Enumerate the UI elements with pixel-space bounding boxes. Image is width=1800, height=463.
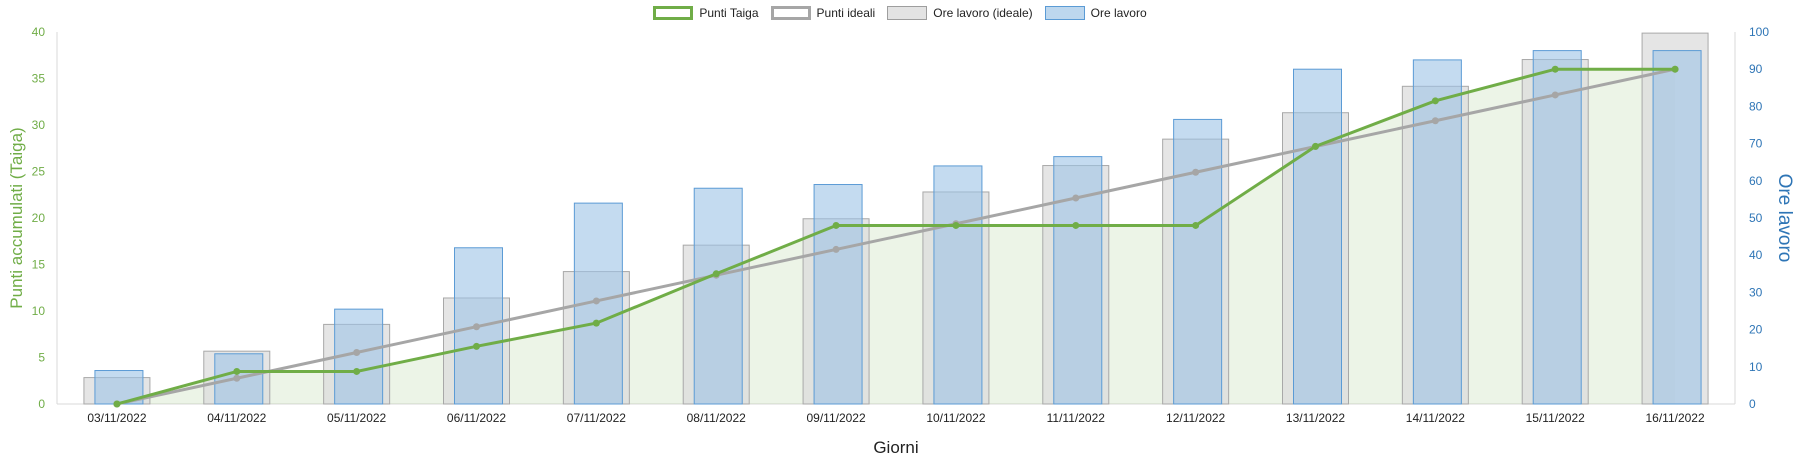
x-tick-label: 13/11/2022 — [1286, 411, 1345, 425]
x-tick-label: 05/11/2022 — [327, 411, 386, 425]
y-tick-label: 5 — [38, 351, 45, 365]
y2-tick-label: 70 — [1749, 137, 1763, 151]
bar-ore-lavoro — [1652, 50, 1702, 405]
y-tick-label: 35 — [32, 72, 46, 86]
punti-taiga-point — [353, 367, 361, 375]
y2-tick-label: 60 — [1749, 174, 1763, 188]
legend-swatch-ore-lavoro — [1044, 6, 1085, 20]
y2-tick-label: 90 — [1749, 62, 1763, 76]
bar-ore-lavoro — [1173, 118, 1223, 405]
x-tick-label: 04/11/2022 — [207, 411, 266, 425]
x-tick-label: 08/11/2022 — [687, 411, 746, 425]
y2-tick-label: 50 — [1749, 211, 1763, 225]
y2-tick-label: 80 — [1749, 99, 1763, 113]
x-tick-label: 10/11/2022 — [926, 411, 985, 425]
punti-ideali-point — [1192, 168, 1200, 176]
punti-taiga-point — [233, 367, 241, 375]
x-tick-label: 12/11/2022 — [1166, 411, 1225, 425]
legend-label-punti-ideali: Punti ideali — [816, 6, 876, 20]
bar-ore-lavoro — [933, 165, 983, 405]
y-tick-label: 40 — [32, 25, 46, 39]
x-tick-label: 15/11/2022 — [1526, 411, 1585, 425]
punti-taiga-point — [592, 319, 600, 327]
x-tick-label: 16/11/2022 — [1645, 411, 1704, 425]
y-tick-label: 20 — [32, 211, 46, 225]
y2-tick-label: 100 — [1749, 25, 1769, 39]
x-tick-label: 09/11/2022 — [806, 411, 865, 425]
legend-item-ore-lavoro-ideale: Ore lavoro (ideale) — [887, 6, 1033, 20]
x-tick-label: 11/11/2022 — [1047, 411, 1106, 425]
chart-legend: Punti Taiga Punti ideali Ore lavoro (ide… — [0, 6, 1800, 20]
punti-ideali-point — [592, 297, 600, 305]
y-tick-label: 0 — [38, 397, 45, 411]
punti-taiga-point — [1192, 221, 1200, 229]
legend-swatch-punti-ideali — [770, 6, 811, 20]
punti-ideali-point — [1431, 117, 1439, 125]
punti-taiga-point — [832, 221, 840, 229]
punti-ideali-line — [116, 67, 1676, 406]
y2-tick-label: 40 — [1749, 248, 1763, 262]
legend-swatch-punti-taiga — [653, 6, 694, 20]
legend-item-punti-ideali: Punti ideali — [770, 6, 876, 20]
y-tick-label: 30 — [32, 118, 46, 132]
punti-taiga-point — [1671, 65, 1679, 73]
punti-taiga-point — [113, 400, 121, 408]
punti-ideali-point — [233, 374, 241, 382]
y2-tick-label: 30 — [1749, 285, 1763, 299]
legend-label-ore-lavoro: Ore lavoro — [1090, 6, 1147, 20]
legend-swatch-ore-lavoro-ideale — [887, 6, 928, 20]
y-tick-label: 10 — [32, 304, 46, 318]
y2-tick-label: 10 — [1749, 360, 1763, 374]
x-tick-label: 14/11/2022 — [1406, 411, 1465, 425]
bar-ore-lavoro — [1532, 50, 1582, 405]
bar-ore-lavoro — [1293, 68, 1342, 405]
bar-ore-lavoro — [693, 187, 743, 405]
y-tick-label: 15 — [32, 258, 46, 272]
punti-taiga-point — [1551, 65, 1559, 73]
y2-tick-label: 20 — [1749, 323, 1763, 337]
x-tick-label: 06/11/2022 — [447, 411, 506, 425]
y-axis-title: Punti accumulati (Taiga) — [7, 127, 26, 308]
punti-taiga-point — [952, 221, 960, 229]
punti-ideali-point — [832, 245, 840, 253]
x-tick-label: 07/11/2022 — [567, 411, 626, 425]
punti-taiga-point — [1312, 142, 1319, 150]
legend-label-punti-taiga: Punti Taiga — [699, 6, 759, 20]
x-tick-label: 03/11/2022 — [87, 411, 146, 425]
punti-taiga-line — [116, 67, 1676, 406]
punti-taiga-point — [1072, 221, 1080, 229]
y2-tick-label: 0 — [1749, 397, 1756, 411]
punti-taiga-point — [473, 342, 480, 350]
bar-ore-lavoro — [813, 184, 863, 405]
x-axis-title: Giorni — [873, 438, 918, 457]
punti-taiga-point — [712, 270, 720, 278]
punti-ideali-point — [353, 348, 361, 356]
legend-label-ore-lavoro-ideale: Ore lavoro (ideale) — [933, 6, 1033, 20]
punti-ideali-point — [1072, 194, 1080, 202]
punti-ideali-point — [473, 323, 480, 331]
legend-item-ore-lavoro: Ore lavoro — [1044, 6, 1147, 20]
y2-axis-title: Ore lavoro — [1774, 174, 1795, 263]
bar-ore-lavoro — [1412, 59, 1462, 405]
legend-item-punti-taiga: Punti Taiga — [653, 6, 759, 20]
y-tick-label: 25 — [32, 165, 46, 179]
punti-ideali-point — [1551, 91, 1559, 99]
punti-taiga-point — [1431, 97, 1439, 105]
